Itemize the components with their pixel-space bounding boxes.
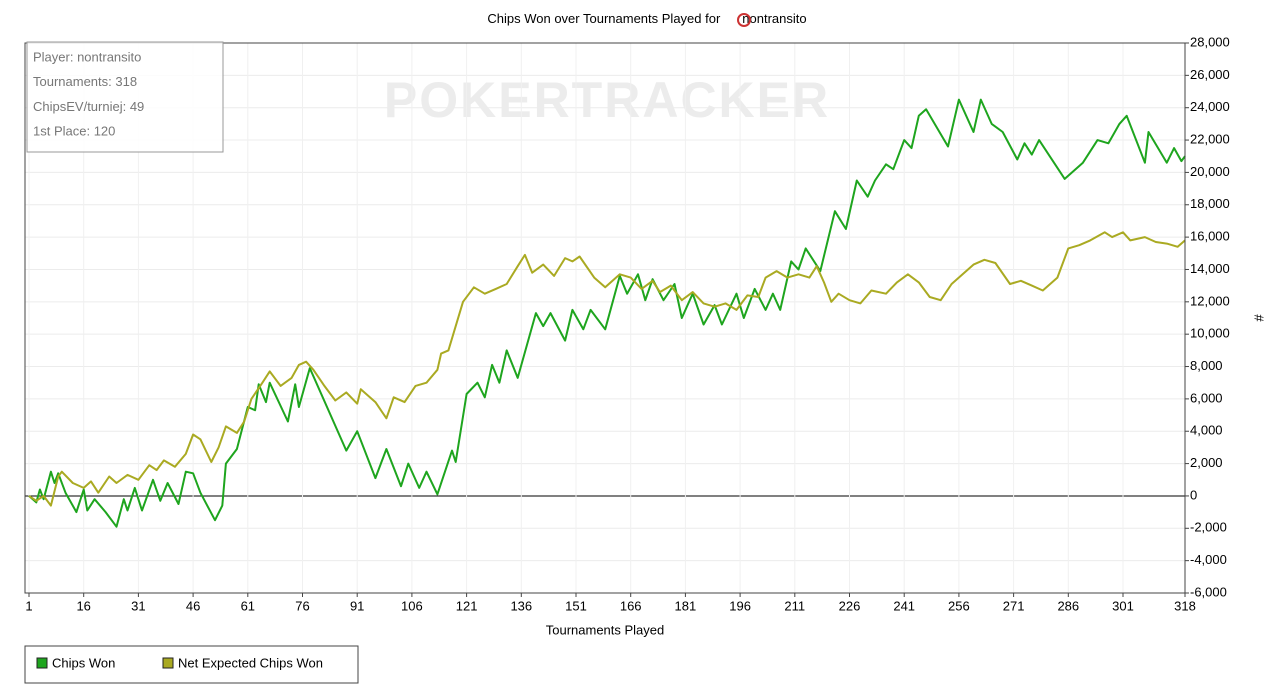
y-tick-label: 14,000 <box>1190 261 1230 276</box>
watermark: POKERTRACKER <box>384 72 830 128</box>
grid <box>25 42 1189 597</box>
series-line <box>28 231 1186 507</box>
legend: Chips Won Net Expected Chips Won <box>36 655 323 670</box>
info-line: 1st Place: 120 <box>33 124 115 139</box>
legend-swatch <box>162 657 174 669</box>
title-player: nontransito <box>742 11 806 26</box>
x-tick-label: 16 <box>76 598 90 613</box>
info-line: Tournaments: 318 <box>33 74 137 89</box>
x-tick-label: 76 <box>295 598 309 613</box>
x-tick-label: 91 <box>350 598 364 613</box>
x-tick-label: 61 <box>241 598 255 613</box>
y-tick-label: -6,000 <box>1190 584 1227 599</box>
y-tick-label: 8,000 <box>1190 358 1223 373</box>
x-tick-label: 256 <box>948 598 970 613</box>
info-line: Player: nontransito <box>33 49 141 64</box>
x-tick-label: 46 <box>186 598 200 613</box>
y-tick-label: -2,000 <box>1190 520 1227 535</box>
legend-swatch <box>36 657 48 669</box>
x-tick-label: 301 <box>1112 598 1134 613</box>
y-tick-label: 6,000 <box>1190 390 1223 405</box>
icon-shape <box>737 13 751 27</box>
legend-label: Net Expected Chips Won <box>178 655 323 670</box>
y-tick-label: 10,000 <box>1190 326 1230 341</box>
y-tick-label: 22,000 <box>1190 131 1230 146</box>
y-tick-label: 12,000 <box>1190 293 1230 308</box>
y-tick-label: 18,000 <box>1190 196 1230 211</box>
series-line <box>28 98 1186 528</box>
x-tick-label: 106 <box>401 598 423 613</box>
x-tick-label: 226 <box>839 598 861 613</box>
legend-box <box>24 645 359 684</box>
x-tick-label: 241 <box>893 598 915 613</box>
y-tick-label: 2,000 <box>1190 455 1223 470</box>
x-tick-label: 1 <box>25 598 32 613</box>
x-tick-label: 121 <box>456 598 478 613</box>
y-axis-title: # <box>1252 314 1267 322</box>
x-tick-label: 151 <box>565 598 587 613</box>
y-tick-label: 24,000 <box>1190 99 1230 114</box>
y-tick-label: 0 <box>1190 487 1197 502</box>
player-icon <box>737 13 751 27</box>
y-tick-label: 16,000 <box>1190 229 1230 244</box>
y-tick-label: 26,000 <box>1190 67 1230 82</box>
info-box <box>26 41 224 153</box>
x-tick-label: 136 <box>510 598 532 613</box>
lines <box>28 98 1186 528</box>
x-axis-title: Tournaments Played <box>546 622 665 637</box>
x-tick-label: 271 <box>1003 598 1025 613</box>
x-tick-label: 166 <box>620 598 642 613</box>
y-tick-label: 28,000 <box>1190 34 1230 49</box>
plot-frame <box>24 42 1186 594</box>
y-tick-label: -4,000 <box>1190 552 1227 567</box>
x-tick-label: 211 <box>784 598 805 613</box>
x-tick-label: 181 <box>675 598 697 613</box>
y-tick-label: 4,000 <box>1190 423 1223 438</box>
info: Player: nontransito Tournaments: 318 Chips… <box>33 49 144 138</box>
y-tick-label: 20,000 <box>1190 164 1230 179</box>
info-line: ChipsEV/turniej: 49 <box>33 99 144 114</box>
x-tick-label: 31 <box>131 598 145 613</box>
x-tick-label: 196 <box>729 598 751 613</box>
chart-title: Chips Won over Tournaments Played for non… <box>487 11 806 26</box>
title-text: Chips Won over Tournaments Played for <box>487 11 721 26</box>
x-tick-label: 286 <box>1057 598 1079 613</box>
x-tick-label: 318 <box>1174 598 1196 613</box>
legend-label: Chips Won <box>52 655 115 670</box>
